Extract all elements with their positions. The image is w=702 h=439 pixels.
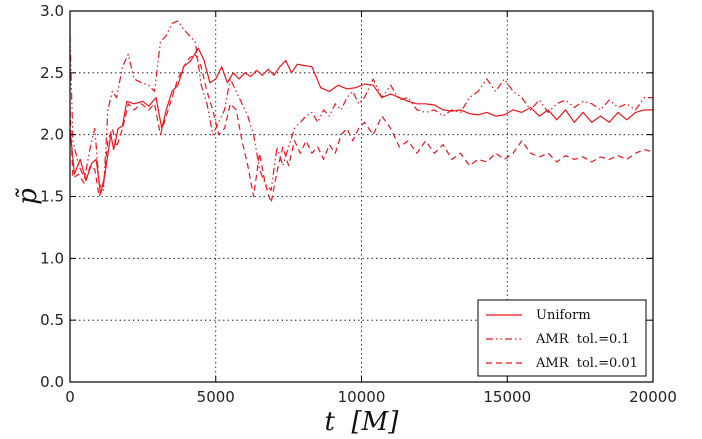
y-axis-label: p̃ <box>13 187 43 204</box>
x-tick-label: 5000 <box>197 388 235 406</box>
y-tick-label: 1.0 <box>40 249 64 267</box>
legend-label: AMR tol.=0.01 <box>535 356 638 371</box>
legend-label: AMR tol.=0.1 <box>535 332 630 347</box>
y-tick-label: 0.0 <box>40 373 64 391</box>
series-line-3 <box>69 53 654 204</box>
y-tick-label: 2.5 <box>40 64 64 82</box>
ticks <box>69 10 654 383</box>
y-tick-label: 1.5 <box>40 188 64 206</box>
series-layer <box>69 20 654 204</box>
legend-label: Uniform <box>536 308 591 323</box>
tick-labels: 0 5000 10000 15000 20000 0.0 0.5 1.0 1.5 2.0 2.5 3.… <box>40 2 677 406</box>
x-tick-label: 0 <box>65 388 75 406</box>
series-line-1 <box>69 47 653 195</box>
x-axis-label: t [M] <box>325 407 400 437</box>
y-tick-label: 3.0 <box>40 2 64 20</box>
legend: Uniform AMR tol.=0.1 AMR tol.=0.01 <box>477 299 647 377</box>
x-tick-label: 20000 <box>629 388 677 406</box>
y-tick-label: 0.5 <box>40 311 64 329</box>
y-tick-label: 2.0 <box>40 126 64 144</box>
x-tick-label: 15000 <box>483 388 531 406</box>
grid <box>70 11 653 382</box>
x-tick-label: 10000 <box>338 388 386 406</box>
